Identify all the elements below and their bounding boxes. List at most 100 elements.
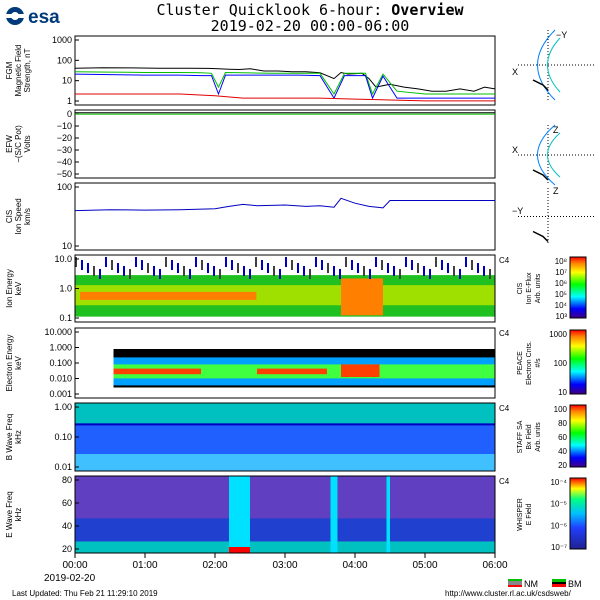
y-tick-label: 100 — [57, 182, 72, 192]
page-title: Cluster Quicklook 6-hour: Overview 2019-… — [130, 2, 490, 34]
cis-spec-noise — [375, 257, 377, 267]
cis-spec-noise — [123, 266, 125, 276]
y-axis-label: E Wave Freq — [5, 491, 14, 537]
x-tick-label: 03:00 — [272, 560, 297, 571]
cis-spec-noise — [477, 263, 479, 273]
spacecraft-label: C4 — [499, 477, 510, 486]
panel-frame — [74, 109, 496, 179]
y-axis-label: km/s — [23, 208, 32, 225]
cis-spec-noise — [399, 269, 401, 279]
peace-red2 — [257, 368, 327, 375]
colorbar-tick: 100 — [554, 405, 568, 414]
x-tick-label: 05:00 — [412, 560, 437, 571]
cis-spec-noise — [351, 260, 353, 270]
panel-efw: 0 −10 −20 −30 −40 −50 EFW −(S/C Pot) Volts — [5, 109, 496, 179]
cis-spec-noise — [165, 257, 167, 267]
colorbar-tick: 10⁻⁷ — [551, 543, 567, 552]
panel-peace: 10.000 1.000 0.100 0.010 0.001 Electron Energ… — [5, 327, 587, 399]
cis-spec-noise — [453, 266, 455, 276]
x-axis-date: 2019-02-20 — [44, 573, 96, 584]
last-updated: Last Updated: Thu Feb 21 11:29:10 2019 — [12, 589, 158, 598]
orbit-label: Z — [553, 186, 559, 196]
cis-spec-noise — [291, 260, 293, 270]
orbit-bowshock — [537, 124, 556, 186]
cis-spec-noise — [243, 266, 245, 276]
y-tick-label: 10.000 — [44, 327, 72, 337]
colorbar-tick: 10⁷ — [555, 268, 567, 277]
panel-staff: 1.00 0.10 0.01 B Wave Freq kHz C4 100 80 60 40 20 S… — [5, 402, 587, 472]
y-tick-label: −30 — [57, 145, 72, 155]
panel-whisper: 80 60 40 20 E Wave Freq kHz C4 10⁻⁴ 10⁻⁵ 10⁻⁶ 10⁻⁷… — [5, 475, 587, 554]
y-tick-label: 0.10 — [54, 432, 72, 442]
cis-spec-noise — [225, 257, 227, 267]
cis-spec-noise — [429, 269, 431, 279]
y-tick-label: −20 — [57, 133, 72, 143]
colorbar-label: CIS — [517, 282, 524, 294]
cis-spec-noise — [147, 263, 149, 273]
cis-spec-noise — [153, 266, 155, 276]
org-name: esa — [28, 7, 60, 28]
orbit-plots: −Y X Z X Z −Y — [512, 29, 595, 245]
mode-legend: NM BM — [508, 579, 582, 589]
y-axis-label: FGM — [5, 61, 14, 79]
cis-spec-noise — [213, 266, 215, 276]
cis-spec-noise — [135, 257, 137, 267]
orbit-label: X — [512, 67, 518, 77]
cis-spec-noise — [237, 263, 239, 273]
source-url[interactable]: http://www.cluster.rl.ac.uk/csdsweb/ — [445, 589, 571, 598]
cis-spec-noise — [483, 266, 485, 276]
y-tick-label: 1000 — [52, 35, 72, 45]
y-axis-label: Volts — [23, 135, 32, 152]
colorbar-label: Electron Cnts. — [526, 341, 533, 385]
cis-spec-noise — [201, 260, 203, 270]
series-line — [74, 197, 495, 212]
colorbar-tick: 60 — [558, 433, 567, 442]
cis-spec-noise — [411, 260, 413, 270]
y-tick-label: 0.1 — [59, 313, 72, 323]
orbit-label: −Y — [556, 30, 567, 40]
cis-spec-core — [75, 285, 495, 306]
colorbar-label: Ion E-Flux — [526, 272, 533, 304]
cis-spec-noise — [189, 269, 191, 279]
cis-spec-noise — [423, 266, 425, 276]
spacecraft-label: C4 — [499, 329, 510, 338]
cis-spec-noise — [219, 269, 221, 279]
y-tick-label: 0 — [67, 109, 72, 119]
y-tick-label: 0.001 — [49, 389, 72, 399]
y-axis-label: keV — [14, 355, 23, 369]
colorbar-tick: 1000 — [549, 330, 567, 339]
y-tick-label: 10 — [62, 76, 72, 86]
y-tick-label: 10.0 — [54, 254, 72, 264]
cis-spec-noise — [405, 257, 407, 267]
y-axis-label: B Wave Freq — [5, 414, 14, 460]
cis-spec-noise — [471, 260, 473, 270]
colorbar-tick: 10⁻⁶ — [551, 521, 567, 530]
colorbar-label: WHISPER — [517, 498, 524, 531]
cis-spec-noise — [195, 257, 197, 267]
colorbar — [569, 404, 587, 468]
y-tick-label: 0.01 — [54, 462, 72, 472]
cis-spec-noise — [231, 260, 233, 270]
panel-cis: 100 10 CIS Ion Speed km/s — [5, 182, 496, 251]
y-tick-label: 0.010 — [49, 374, 72, 384]
cis-spec-noise — [207, 263, 209, 273]
colorbar-tick: 10⁻⁴ — [550, 478, 567, 487]
whisper-low — [75, 541, 495, 553]
y-axis-label: keV — [14, 281, 23, 295]
cis-spec-noise — [369, 269, 371, 279]
y-tick-label: 80 — [62, 475, 72, 485]
cis-spec-hot — [341, 278, 383, 316]
whisper-burst — [330, 476, 338, 553]
colorbar-tick: 10⁶ — [555, 279, 567, 288]
cis-spec-noise — [393, 266, 395, 276]
cis-spec-noise — [459, 269, 461, 279]
panel-frame — [74, 182, 496, 251]
y-axis-label: Ion Speed — [14, 198, 23, 234]
cis-spec-noise — [75, 257, 77, 267]
title-bold: Overview — [391, 1, 464, 19]
colorbar — [569, 329, 587, 395]
colorbar-label: Arb. units — [535, 273, 542, 303]
cis-spec-noise — [417, 263, 419, 273]
cis-spec-noise — [105, 257, 107, 267]
